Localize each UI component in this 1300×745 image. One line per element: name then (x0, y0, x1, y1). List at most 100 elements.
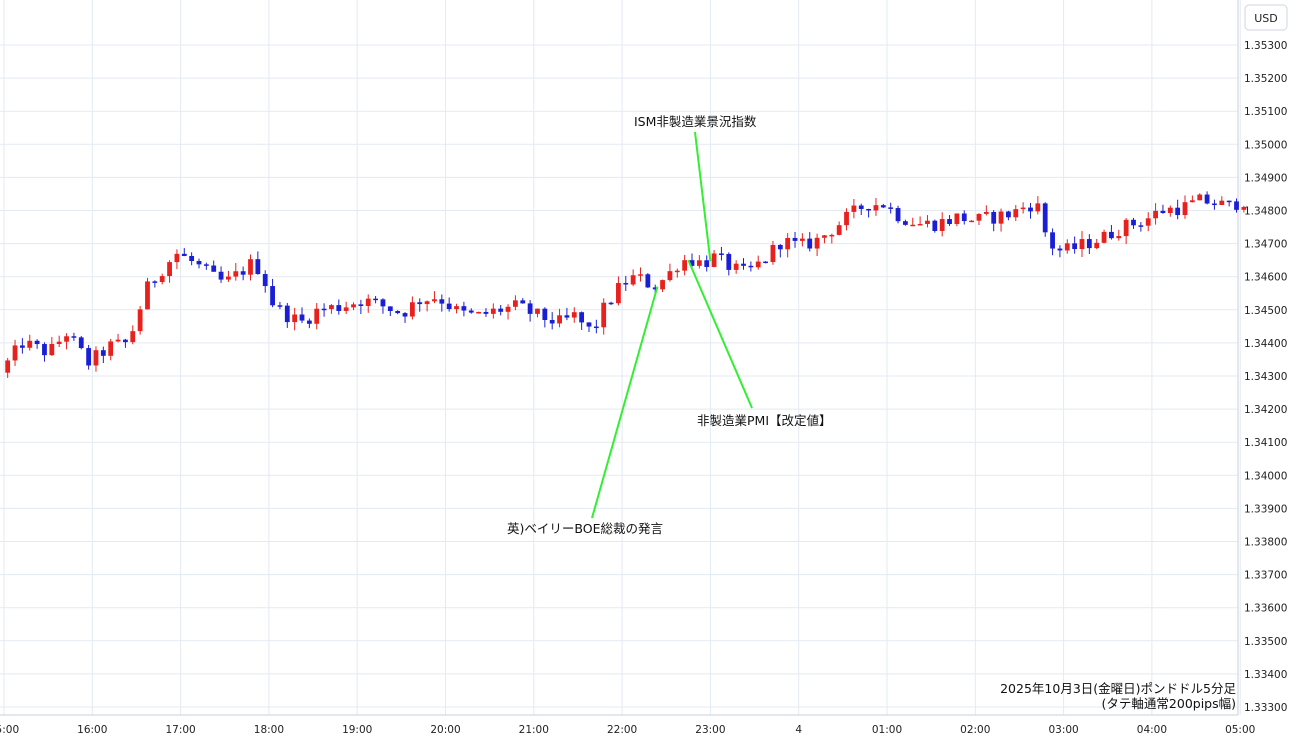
candle-up (226, 276, 231, 280)
candle-down (748, 265, 754, 268)
candle-down (270, 286, 275, 306)
candle-down (78, 337, 84, 349)
y-tick-label: 1.35300 (1244, 40, 1287, 52)
candle-down (1204, 194, 1210, 204)
candle-down (652, 287, 658, 290)
y-tick-label: 1.34400 (1244, 338, 1287, 350)
candle-up (513, 300, 518, 307)
x-tick-label: 16:00 (77, 724, 107, 736)
candle-up (137, 309, 143, 332)
candle-up (616, 283, 621, 304)
x-tick-label: 17:00 (165, 724, 195, 736)
candle-up (851, 205, 857, 212)
candle-down (777, 244, 783, 250)
candle-up (557, 315, 562, 324)
candle-up (844, 211, 849, 226)
candle-down (895, 208, 901, 222)
candle-up (490, 308, 496, 314)
candle-down (947, 219, 952, 224)
candle-down (71, 336, 77, 338)
candle-down (623, 283, 629, 285)
y-tick-label: 1.35200 (1244, 73, 1287, 85)
candle-down (961, 213, 967, 222)
candle-up (115, 339, 121, 342)
candle-down (181, 253, 187, 256)
y-tick-label: 1.34700 (1244, 239, 1287, 251)
x-axis-labels: 15:00 16:00 17:00 18:00 19:00 20:00 21:00 22:00… (0, 724, 1255, 736)
candle-down (123, 339, 128, 343)
y-tick-label: 1.34100 (1244, 437, 1287, 449)
candle-up (954, 213, 960, 224)
candle-down (1028, 207, 1033, 212)
x-tick-label: 19:00 (342, 724, 372, 736)
currency-box-frame (1244, 4, 1288, 31)
currency-box[interactable]: USD (1244, 4, 1288, 31)
candle-up (159, 276, 165, 283)
y-tick-label: 1.33500 (1244, 636, 1287, 648)
candle-up (292, 314, 298, 323)
candle-up (476, 311, 482, 314)
candle-down (203, 264, 209, 266)
candle-down (792, 237, 798, 241)
candle-up (174, 253, 180, 263)
candle-up (64, 336, 69, 342)
candle-down (1234, 201, 1239, 210)
annotation-line-ism (694, 131, 712, 262)
y-tick-label: 1.34800 (1244, 206, 1287, 218)
candle-down (417, 302, 423, 305)
x-tick-label: 21:00 (519, 724, 549, 736)
candle-up (682, 260, 688, 271)
candle-up (822, 235, 827, 238)
candle-up (910, 224, 916, 227)
candle-down (807, 238, 813, 249)
currency-label: USD (1254, 12, 1278, 25)
candle-down (284, 305, 290, 323)
candle-down (1109, 231, 1114, 239)
candle-up (1153, 210, 1158, 219)
candle-up (733, 263, 739, 270)
candle-down (888, 207, 894, 209)
candle-down (1050, 232, 1055, 249)
candle-up (638, 274, 643, 276)
candle-up (799, 238, 805, 241)
annotation-pmi: 非製造業PMI【改定値】 (697, 413, 832, 428)
candle-down (579, 312, 585, 323)
candle-up (409, 302, 415, 317)
candle-down (608, 302, 614, 305)
candle-down (336, 305, 342, 311)
y-tick-label: 1.33700 (1244, 570, 1287, 582)
candle-up (674, 270, 680, 273)
candle-down (86, 348, 92, 366)
candle-up (93, 350, 99, 366)
candle-up (1241, 206, 1247, 210)
candle-up (1116, 236, 1122, 239)
y-tick-label: 1.33400 (1244, 669, 1287, 681)
y-tick-label: 1.33600 (1244, 603, 1287, 615)
candle-down (1175, 207, 1181, 216)
candle-down (689, 260, 695, 266)
caption-line-2: (タテ軸通常200pips幅) (1102, 696, 1236, 711)
candle-up (660, 280, 665, 290)
candle-up (1013, 209, 1019, 218)
candle-down (19, 345, 25, 348)
candle-up (1219, 200, 1225, 205)
candle-up (1079, 239, 1085, 250)
candle-up (233, 271, 239, 277)
candle-down (446, 303, 452, 310)
candle-up (785, 237, 791, 250)
candle-down (100, 350, 106, 356)
candle-up (1064, 243, 1070, 251)
y-tick-label: 1.33900 (1244, 503, 1287, 515)
y-tick-label: 1.33300 (1244, 702, 1287, 714)
candle-down (483, 311, 489, 314)
candle-down (262, 274, 268, 287)
candle-down (719, 253, 724, 255)
candle-up (108, 341, 114, 356)
candle-up (983, 211, 989, 214)
candle-down (1160, 210, 1166, 214)
annotation-line-pmi (687, 259, 753, 409)
x-tick-label: 02:00 (960, 724, 990, 736)
candle-down (299, 314, 305, 321)
